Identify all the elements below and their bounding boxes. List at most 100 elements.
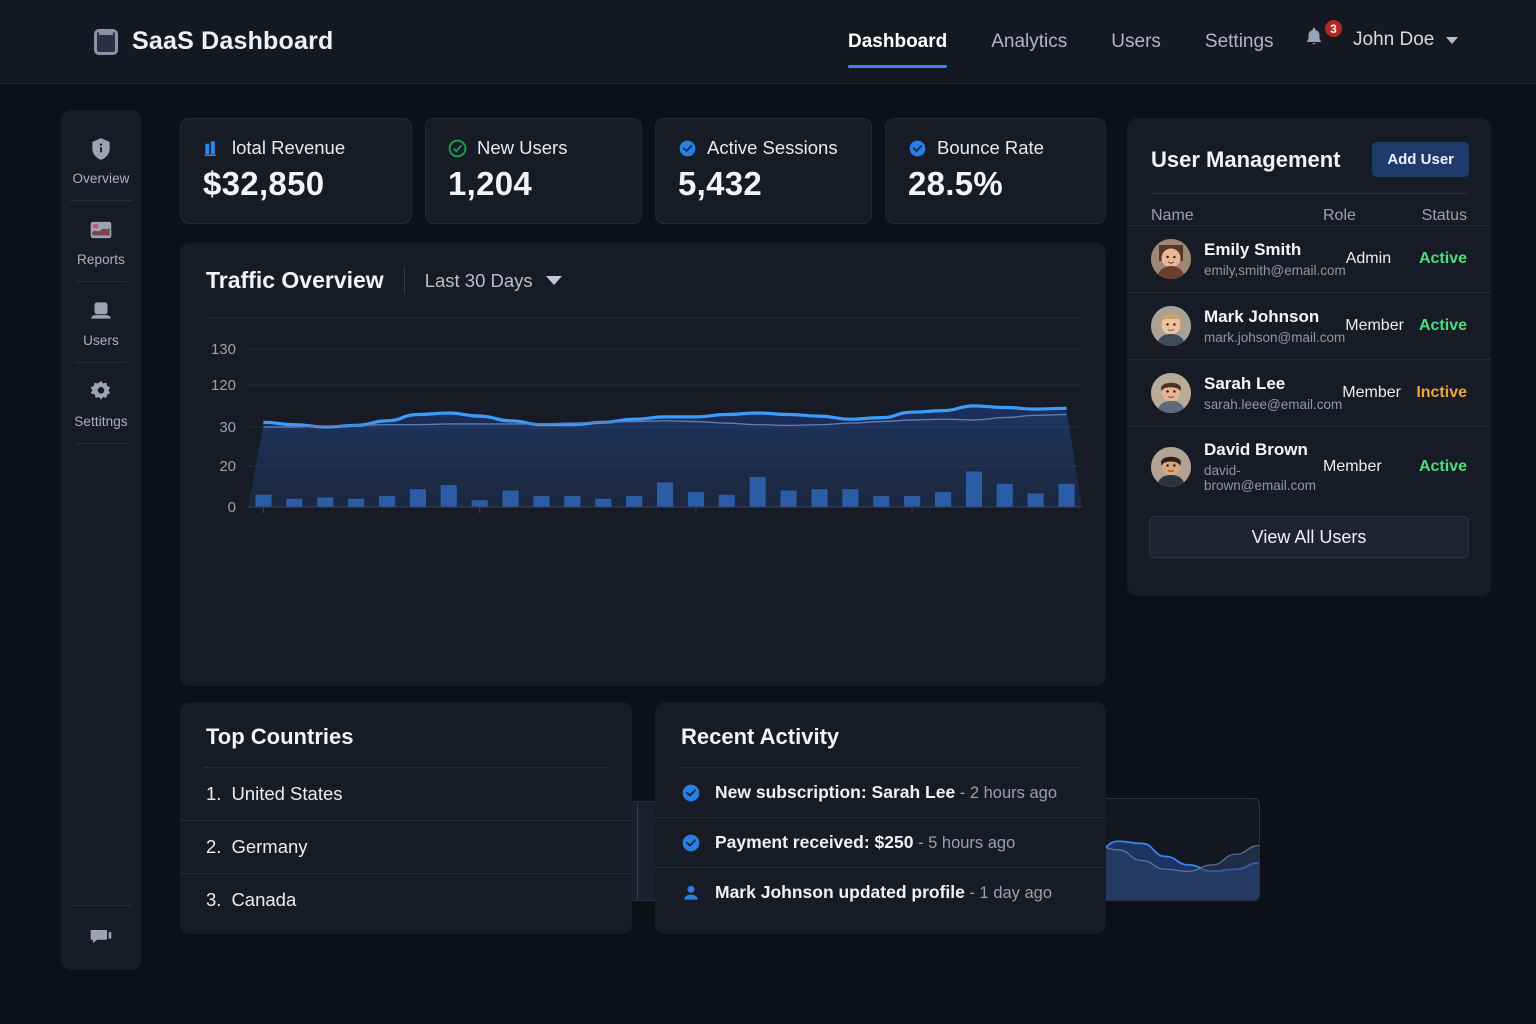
- check-circle-icon: [448, 139, 467, 157]
- y-tick-label: 20: [219, 458, 236, 475]
- activity-text: New subscription: Sarah Lee - 2 hours ag…: [715, 782, 1057, 803]
- status-badge: Active: [1418, 457, 1467, 475]
- chart-bar: [749, 476, 766, 507]
- user-table-header: Name Role Status: [1127, 194, 1491, 225]
- sidebar-item-settings[interactable]: Settitngs: [61, 363, 141, 439]
- column-header-name: Name: [1151, 207, 1194, 224]
- bell-icon: [1307, 27, 1321, 45]
- table-row[interactable]: Sarah Lee sarah.leee@email.com Member In…: [1127, 359, 1491, 426]
- activity-time: - 1 day ago: [964, 884, 1053, 902]
- sidebar-item-users[interactable]: Users: [61, 282, 141, 358]
- brand-title: SaaS Dashboard: [132, 27, 334, 55]
- traffic-chart[interactable]: 130 120 30 20 0: [194, 327, 1092, 547]
- kpi-header: lotal Revenue: [203, 137, 391, 159]
- chart-area-fill: [248, 414, 1082, 507]
- chart-bar: [379, 496, 396, 507]
- info-badge-icon: [92, 138, 110, 160]
- traffic-overview-panel: Traffic Overview Last 30 Days 130 120 30 2: [180, 243, 1260, 901]
- kpi-label: lotal Revenue: [232, 137, 346, 158]
- list-item[interactable]: 1. United States: [180, 768, 632, 821]
- y-tick-label: 0: [228, 499, 236, 516]
- header-divider: [679, 767, 1082, 768]
- add-user-button[interactable]: Add User: [1372, 142, 1469, 177]
- column-header-status: Status: [1421, 207, 1467, 224]
- chart-bar: [842, 489, 859, 507]
- kpi-card-active-sessions[interactable]: Active Sessions 5,432: [655, 118, 872, 224]
- sidebar-divider-bottom: [70, 905, 132, 906]
- header-divider: [1151, 193, 1467, 194]
- top-countries-panel: Top Countries 1. United States 2. German…: [180, 702, 632, 934]
- chevron-down-icon: [1446, 36, 1459, 44]
- nav-item-settings[interactable]: Settings: [1204, 31, 1274, 52]
- kpi-value: 5,432: [678, 165, 763, 202]
- chat-bubble-icon: [90, 929, 112, 944]
- sidebar-item-chat[interactable]: [61, 906, 141, 970]
- list-item[interactable]: 2. Germany: [180, 821, 632, 874]
- user-menu[interactable]: John Doe: [1353, 29, 1459, 51]
- chart-bars: [255, 471, 1075, 507]
- nav-item-users[interactable]: Users: [1111, 31, 1161, 52]
- nav-item-analytics[interactable]: Analytics: [991, 31, 1068, 52]
- date-range-label: Last 30 Days: [424, 269, 533, 291]
- country-rank: 1.: [206, 783, 222, 804]
- panel-title: Top Countries: [206, 724, 354, 749]
- kpi-header: Bounce Rate: [908, 137, 1085, 159]
- main-nav: Dashboard Analytics Users Settings: [848, 0, 1296, 84]
- sidebar-label-reports: Reports: [77, 252, 125, 267]
- user-name: Sarah Lee: [1204, 374, 1286, 393]
- chart-bar: [657, 482, 674, 507]
- kpi-card-total-revenue[interactable]: lotal Revenue $32,850: [180, 118, 412, 224]
- user-management-panel: User Management Add User Name Role Statu…: [1127, 118, 1491, 596]
- kpi-label: Bounce Rate: [937, 137, 1044, 158]
- chart-y-axis-labels: 130 120 30 20 0: [211, 341, 236, 516]
- list-item[interactable]: Mark Johnson updated profile - 1 day ago: [655, 868, 1106, 917]
- sidebar-item-reports[interactable]: Reports: [61, 201, 141, 277]
- view-all-users-button[interactable]: View All Users: [1149, 516, 1469, 558]
- user-email: mark.johson@mail.com: [1204, 330, 1346, 345]
- table-row[interactable]: Mark Johnson mark.johson@mail.com Member…: [1127, 292, 1491, 359]
- chart-bar: [811, 489, 828, 507]
- list-item[interactable]: 3. Canada: [180, 874, 632, 926]
- chart-bar: [440, 485, 457, 507]
- chart-bar: [687, 492, 704, 507]
- chart-line: [263, 404, 1067, 429]
- table-row[interactable]: David Brown david-brown@email.com Member…: [1127, 426, 1491, 506]
- top-navigation-bar: SaaS Dashboard Dashboard Analytics Users…: [0, 0, 1536, 84]
- notifications-button[interactable]: 3: [1303, 18, 1344, 60]
- table-row[interactable]: Emily Smith emily,smith@email.com Admin …: [1127, 225, 1491, 292]
- nav-item-dashboard[interactable]: Dashboard: [848, 0, 969, 84]
- chart-bar: [564, 496, 581, 507]
- chart-bar: [502, 490, 519, 507]
- chart-areas: [248, 405, 1082, 507]
- user-identity: Emily Smith emily,smith@email.com: [1204, 240, 1346, 278]
- chart-bar: [409, 489, 426, 507]
- chart-area-fill: [248, 405, 1082, 507]
- y-tick-label: 30: [219, 419, 236, 436]
- chart-bar: [471, 500, 488, 507]
- chart-bar: [533, 496, 550, 507]
- gear-icon: [90, 380, 111, 400]
- date-range-select[interactable]: Last 30 Days: [425, 270, 562, 292]
- y-tick-label: 130: [211, 341, 236, 358]
- check-circle-icon: [909, 140, 926, 156]
- activity-text: Mark Johnson updated profile - 1 day ago: [715, 882, 1052, 903]
- list-item[interactable]: Payment received: $250 - 5 hours ago: [655, 818, 1106, 868]
- kpi-card-bounce-rate[interactable]: Bounce Rate 28.5%: [885, 118, 1106, 224]
- report-card-icon: [90, 221, 112, 239]
- chart-bar: [286, 498, 303, 507]
- notification-badge: 3: [1323, 18, 1344, 39]
- traffic-title: Traffic Overview: [206, 267, 384, 293]
- chevron-down-icon: [545, 276, 562, 285]
- user-name: Mark Johnson: [1204, 307, 1320, 326]
- sidebar-divider: [70, 200, 132, 201]
- list-item[interactable]: New subscription: Sarah Lee - 2 hours ag…: [655, 768, 1106, 818]
- activity-text: Payment received: $250 - 5 hours ago: [715, 832, 1015, 853]
- kpi-card-new-users[interactable]: New Users 1,204: [425, 118, 642, 224]
- user-identity: David Brown david-brown@email.com: [1204, 440, 1323, 493]
- divider: [403, 267, 405, 294]
- avatar: [1151, 239, 1191, 279]
- user-role: Member: [1345, 317, 1404, 334]
- kpi-value: 1,204: [448, 165, 533, 202]
- sidebar-item-overview[interactable]: Overview: [61, 110, 141, 196]
